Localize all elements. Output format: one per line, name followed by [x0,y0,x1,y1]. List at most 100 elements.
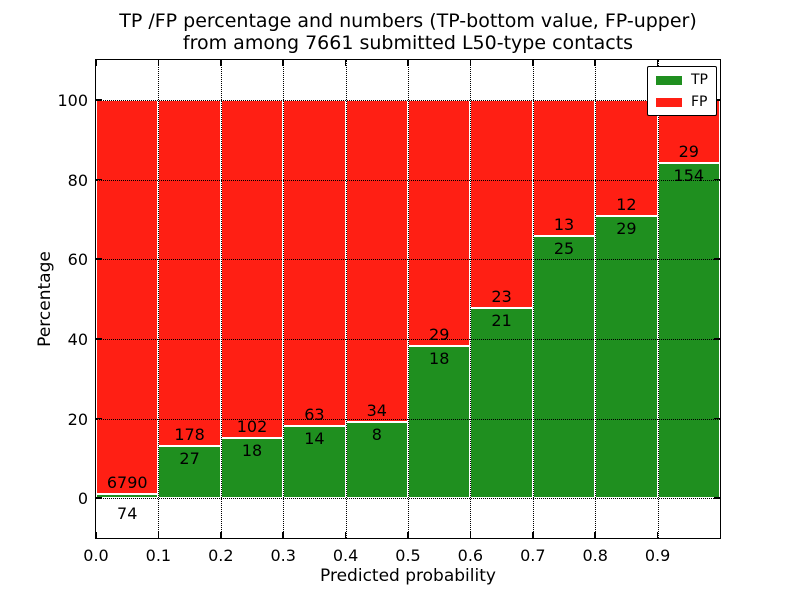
y-tick-label: 20 [67,409,88,429]
fp-color-swatch [656,97,682,107]
fp-bar-segment [408,99,471,346]
y-tick-mark-left [96,417,102,420]
x-tick-mark-top [344,60,347,66]
fp-count-label: 29 [678,141,699,161]
x-tick-mark-bottom [407,532,409,538]
tp-bar-segment [345,422,408,499]
x-tick-label: 0.5 [395,546,421,565]
fp-bar-segment [345,99,408,423]
fp-bar-segment [158,99,221,446]
tp-count-label: 74 [117,504,138,524]
legend: TP FP [647,66,717,116]
x-tick-mark-top [407,60,409,66]
tp-bar-segment [283,425,346,499]
x-tick-label: 0.0 [83,546,109,565]
v-gridline [158,60,160,538]
tp-count-label: 14 [304,428,325,448]
x-tick-mark-top [95,60,97,66]
legend-label-tp: TP [691,72,708,88]
fp-bar-segment [96,99,159,494]
tp-bar-segment [657,162,720,499]
fp-bar-segment [595,99,658,217]
tp-bar-segment [408,345,471,499]
v-gridline [283,60,285,538]
x-tick-mark-top [282,60,284,66]
x-axis-label: Predicted probability [320,566,496,586]
x-tick-label: 0.2 [208,546,234,565]
x-tick-mark-bottom [157,532,160,538]
x-tick-mark-top [220,60,222,66]
x-tick-mark-top [656,60,659,66]
v-gridline [595,60,597,538]
fp-count-label: 12 [616,195,637,215]
tp-count-label: 8 [371,425,382,445]
fp-bar-segment [283,99,346,426]
x-tick-label: 0.4 [332,546,359,565]
fp-count-label: 178 [174,424,205,444]
x-tick-mark-top [532,60,534,66]
fp-count-label: 29 [429,324,450,344]
fp-count-label: 6790 [106,472,148,492]
tp-count-label: 21 [491,311,512,331]
tp-color-swatch [656,75,682,85]
tp-count-label: 27 [179,448,200,468]
y-tick-mark-right [714,258,720,260]
v-gridline [657,60,659,538]
x-tick-mark-bottom [469,532,472,538]
y-tick-label: 60 [67,250,88,270]
x-tick-mark-top [469,60,472,66]
chart-title-line2: from among 7661 submitted L50-type conta… [182,32,634,54]
y-tick-label: 0 [77,489,88,509]
v-gridline [532,60,534,538]
tp-bar-segment [220,438,284,499]
x-tick-label: 0.8 [582,546,608,565]
fp-count-label: 34 [366,401,387,421]
x-tick-label: 0.9 [644,546,671,565]
x-tick-label: 0.1 [145,546,172,565]
legend-label-fp: FP [691,94,708,110]
x-tick-mark-bottom [656,532,659,538]
fp-bar-segment [220,99,284,439]
v-gridline [408,60,409,538]
y-tick-mark-left [96,258,102,260]
x-tick-mark-bottom [594,532,596,538]
x-tick-mark-bottom [282,532,284,538]
fp-count-label: 13 [553,215,575,235]
x-tick-label: 0.7 [520,546,546,565]
x-tick-mark-top [594,60,596,66]
y-tick-mark-left [96,497,102,499]
tp-count-label: 154 [673,165,705,185]
fp-count-label: 102 [236,417,268,437]
tp-count-label: 18 [429,348,450,368]
y-tick-label: 40 [67,329,88,349]
tp-bar-segment [96,493,159,499]
tp-count-label: 18 [241,441,263,461]
x-tick-mark-bottom [344,532,347,538]
tp-count-label: 29 [616,219,637,239]
v-gridline [470,60,472,538]
v-gridline [345,60,347,538]
fp-count-label: 63 [304,404,325,424]
y-tick-mark-right [714,417,720,420]
legend-entry-tp: TP [656,73,708,87]
x-tick-mark-bottom [532,532,534,538]
x-tick-label: 0.6 [457,546,484,565]
y-tick-mark-right [714,497,720,499]
y-tick-mark-right [714,178,720,181]
y-tick-mark-left [96,99,102,101]
fp-bar-segment [470,99,533,309]
tp-bar-segment [595,216,658,499]
y-tick-label: 100 [57,90,88,110]
x-tick-mark-top [157,60,160,66]
legend-entry-fp: FP [656,95,708,109]
v-gridline [220,60,222,538]
y-tick-mark-right [714,99,720,101]
tp-bar-segment [470,308,533,499]
chart-title: TP /FP percentage and numbers (TP-bottom… [96,10,720,54]
fp-bar-segment [532,99,596,237]
chart-title-line1: TP /FP percentage and numbers (TP-bottom… [119,10,697,32]
y-tick-mark-left [96,178,102,181]
plot-area: 6790 74 178 27 102 18 63 14 34 8 29 18 23 21 13 25 12 29 2… [95,59,721,539]
x-tick-label: 0.3 [270,546,296,565]
